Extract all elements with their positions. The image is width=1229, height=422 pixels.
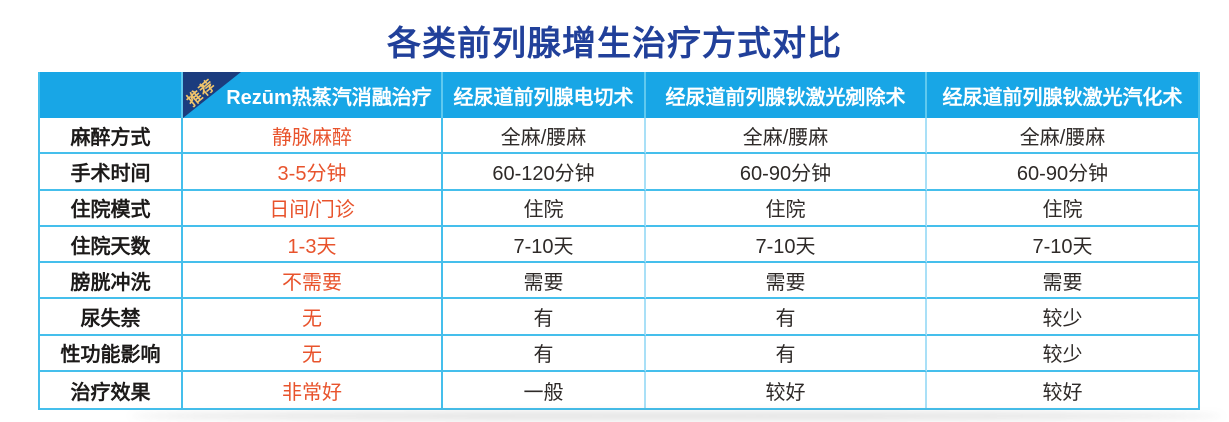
column-header-holep: 经尿道前列腺钬激光剜除术	[646, 72, 927, 118]
column-header-empty	[40, 72, 183, 118]
row-label: 麻醉方式	[40, 118, 183, 155]
row-label: 住院天数	[40, 226, 183, 264]
table-cell-rezum: 静脉麻醉	[183, 118, 443, 155]
table-cell: 住院	[646, 190, 927, 227]
table-row: 住院模式 日间/门诊 住院 住院 住院	[40, 190, 1198, 227]
table-cell: 有	[646, 335, 927, 373]
table-cell: 较好	[927, 372, 1198, 409]
table-cell: 需要	[646, 263, 927, 300]
table-cell: 需要	[927, 263, 1198, 300]
table-cell: 较好	[646, 372, 927, 409]
table-cell: 7-10天	[646, 226, 927, 264]
column-header-turp: 经尿道前列腺电切术	[443, 72, 646, 118]
table-cell-rezum: 无	[183, 335, 443, 373]
table-row: 麻醉方式 静脉麻醉 全麻/腰麻 全麻/腰麻 全麻/腰麻	[40, 118, 1198, 155]
row-label: 性功能影响	[40, 335, 183, 373]
table-header-row: 推荐 Rezūm热蒸汽消融治疗 经尿道前列腺电切术 经尿道前列腺钬激光剜除术 经…	[40, 72, 1198, 118]
table-cell: 7-10天	[927, 226, 1198, 264]
column-header-rezum: 推荐 Rezūm热蒸汽消融治疗	[183, 72, 443, 118]
table-body: 麻醉方式 静脉麻醉 全麻/腰麻 全麻/腰麻 全麻/腰麻 手术时间 3-5分钟 60-120分钟…	[40, 118, 1198, 409]
table-cell: 较少	[927, 299, 1198, 336]
table-cell: 住院	[443, 190, 646, 227]
table-cell: 有	[443, 335, 646, 373]
table-cell-rezum: 不需要	[183, 263, 443, 300]
row-label: 尿失禁	[40, 299, 183, 336]
table-cell: 60-90分钟	[646, 154, 927, 191]
table-cell-rezum: 无	[183, 299, 443, 336]
table-cell: 60-90分钟	[927, 154, 1198, 191]
row-label: 膀胱冲洗	[40, 263, 183, 300]
table-cell: 7-10天	[443, 226, 646, 264]
comparison-table: 推荐 Rezūm热蒸汽消融治疗 经尿道前列腺电切术 经尿道前列腺钬激光剜除术 经…	[38, 72, 1200, 411]
table-cell-rezum: 非常好	[183, 372, 443, 409]
row-label: 住院模式	[40, 190, 183, 227]
table-cell-rezum: 3-5分钟	[183, 154, 443, 191]
table-cell: 全麻/腰麻	[646, 118, 927, 155]
table-cell: 全麻/腰麻	[927, 118, 1198, 155]
column-header-vaporization: 经尿道前列腺钬激光汽化术	[927, 72, 1198, 118]
table-row: 膀胱冲洗 不需要 需要 需要 需要	[40, 263, 1198, 300]
table-cell: 需要	[443, 263, 646, 300]
table-cell: 全麻/腰麻	[443, 118, 646, 155]
table-cell: 较少	[927, 335, 1198, 373]
column-header-label: Rezūm热蒸汽消融治疗	[226, 86, 432, 109]
table-row: 住院天数 1-3天 7-10天 7-10天 7-10天	[40, 226, 1198, 264]
table-row: 治疗效果 非常好 一般 较好 较好	[40, 372, 1198, 409]
page-title: 各类前列腺增生治疗方式对比	[387, 25, 842, 63]
table-cell: 有	[646, 299, 927, 336]
table-cell: 住院	[927, 190, 1198, 227]
table-row: 手术时间 3-5分钟 60-120分钟 60-90分钟 60-90分钟	[40, 154, 1198, 191]
bottom-shadow	[130, 412, 1223, 420]
row-label: 治疗效果	[40, 372, 183, 409]
table-row: 性功能影响无有有较少	[40, 335, 1198, 373]
row-label: 手术时间	[40, 154, 183, 191]
table-cell: 一般	[443, 372, 646, 409]
table-row: 尿失禁无有有较少	[40, 299, 1198, 336]
table-cell: 有	[443, 299, 646, 336]
table-cell-rezum: 1-3天	[183, 226, 443, 264]
table-cell-rezum: 日间/门诊	[183, 190, 443, 227]
table-cell: 60-120分钟	[443, 154, 646, 191]
